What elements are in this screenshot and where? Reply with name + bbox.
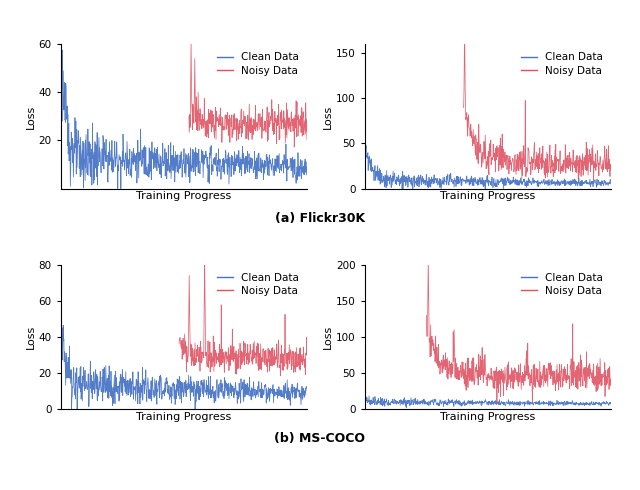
Y-axis label: Loss: Loss	[323, 325, 333, 349]
X-axis label: Training Progress: Training Progress	[136, 412, 232, 422]
Legend: Clean Data, Noisy Data: Clean Data, Noisy Data	[518, 49, 606, 79]
Text: (a) Flickr30K: (a) Flickr30K	[275, 212, 365, 224]
X-axis label: Training Progress: Training Progress	[440, 412, 536, 422]
Legend: Clean Data, Noisy Data: Clean Data, Noisy Data	[518, 270, 606, 299]
X-axis label: Training Progress: Training Progress	[136, 192, 232, 201]
X-axis label: Training Progress: Training Progress	[440, 192, 536, 201]
Legend: Clean Data, Noisy Data: Clean Data, Noisy Data	[214, 49, 302, 79]
Y-axis label: Loss: Loss	[323, 104, 333, 128]
Y-axis label: Loss: Loss	[26, 104, 36, 128]
Text: (b) MS-COCO: (b) MS-COCO	[275, 432, 365, 445]
Y-axis label: Loss: Loss	[26, 325, 36, 349]
Legend: Clean Data, Noisy Data: Clean Data, Noisy Data	[214, 270, 302, 299]
